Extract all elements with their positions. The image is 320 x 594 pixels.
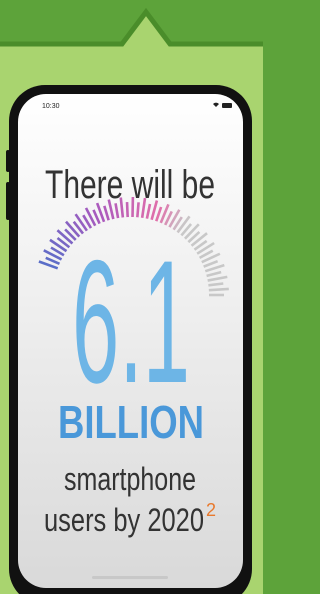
caption-line: smartphone <box>64 461 196 497</box>
headline: There will be <box>45 163 215 207</box>
infographic: 10:30 There will be 6.1 BILLION smartpho… <box>0 0 263 594</box>
phone-button <box>6 182 10 220</box>
phone-button <box>6 150 10 172</box>
footnote-mark: 2 <box>206 500 216 520</box>
home-indicator <box>92 576 168 579</box>
stat-value: 6.1 <box>72 225 190 420</box>
caption-line: users by 2020 <box>44 502 204 538</box>
status-time: 10:30 <box>42 103 60 110</box>
stat-unit: BILLION <box>58 396 204 448</box>
gauge-tick <box>208 283 223 285</box>
page: 10:30 There will be 6.1 BILLION smartpho… <box>0 0 263 594</box>
gauge-tick <box>209 289 229 290</box>
